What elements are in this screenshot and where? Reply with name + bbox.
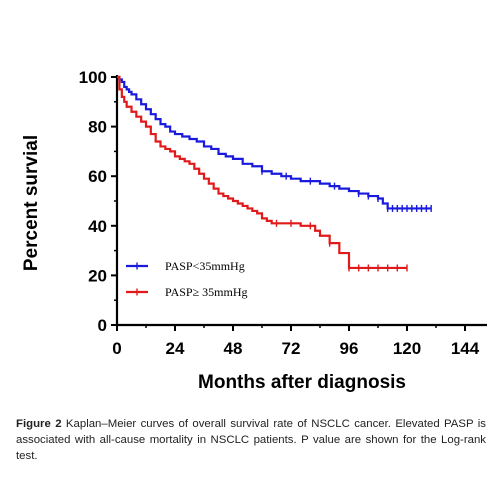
x-tick-label: 72 (282, 339, 301, 358)
legend-label-1: PASP≥ 35mmHg (165, 285, 248, 299)
x-axis-title: Months after diagnosis (198, 372, 406, 393)
y-tick-label: 0 (98, 316, 107, 335)
y-axis-title: Percent survial (21, 135, 42, 271)
caption-text: Kaplan–Meier curves of overall survival … (16, 418, 486, 462)
legend-label-0: PASP<35mmHg (165, 259, 245, 273)
x-tick-label: 48 (224, 339, 243, 358)
y-tick-label: 100 (79, 68, 107, 87)
y-tick-label: 60 (88, 167, 107, 186)
x-tick-label: 96 (340, 339, 359, 358)
x-tick-label: 0 (112, 339, 121, 358)
chart-series (117, 75, 432, 272)
chart-axes: 0 20 40 60 80 100 0 24 48 72 96 120 144 (79, 68, 487, 358)
x-tick-label: 120 (393, 339, 421, 358)
figure-label: Figure 2 (16, 418, 62, 430)
series-line-0 (117, 75, 432, 210)
y-tick-label: 40 (88, 217, 107, 236)
x-tick-label: 24 (166, 339, 185, 358)
x-tick-label: 144 (451, 339, 480, 358)
chart-legend: PASP<35mmHg PASP≥ 35mmHg (126, 259, 248, 299)
figure-caption: Figure 2 Kaplan–Meier curves of overall … (16, 416, 486, 464)
y-tick-label: 80 (88, 118, 107, 137)
y-tick-label: 20 (88, 266, 107, 285)
